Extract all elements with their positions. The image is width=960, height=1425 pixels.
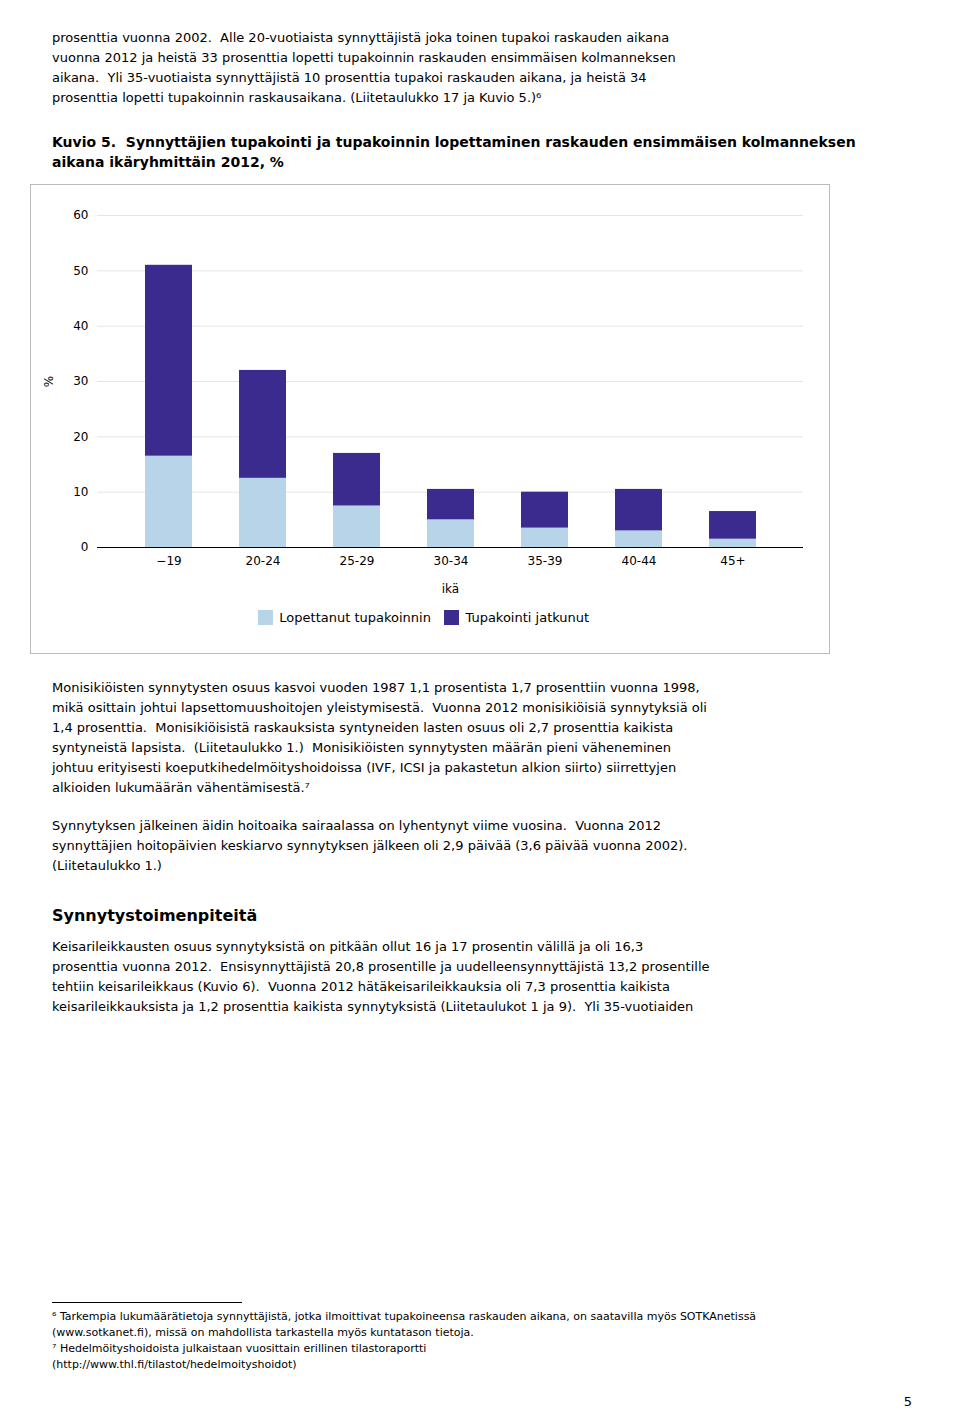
html-text:⁷ Hedelmöityshoidoista julkais: ⁷ Hedelmöityshoidoista julkaistaan vuosi… <box>52 1342 427 1355</box>
html-text:Synnytyksen jälkeinen äidin ho: Synnytyksen jälkeinen äidin hoitoaika sa… <box>52 817 662 833</box>
svg-text:0: 0 <box>81 540 89 554</box>
html-text:⁶ Tarkempia lukumäärätietoja s: ⁶ Tarkempia lukumäärätietoja synnyttäjis… <box>52 1310 757 1323</box>
html-text:Synnytystoimenpiteitä: Synnytystoimenpiteitä <box>52 905 258 925</box>
html-text:prosenttia vuonna 2012. Ensisy: prosenttia vuonna 2012. Ensisynnyttäjist… <box>52 958 710 974</box>
html-text:(www.sotkanet.fi), missä on ma: (www.sotkanet.fi), missä on mahdollista … <box>52 1326 474 1339</box>
svg-text:20: 20 <box>73 430 88 444</box>
html-text:Keisarileikkausten osuus synny: Keisarileikkausten osuus synnytyksistä o… <box>52 938 644 954</box>
html-text:Monisikiöisten synnytysten osu: Monisikiöisten synnytysten osuus kasvoi … <box>52 679 700 695</box>
svg-text:50: 50 <box>73 264 88 278</box>
html-text:mikä osittain johtui lapsettom: mikä osittain johtui lapsettomuushoitoje… <box>52 699 707 715</box>
html-text:tehtiin keisarileikkaus (Kuvio: tehtiin keisarileikkaus (Kuvio 6). Vuonn… <box>52 978 670 994</box>
html-text:(Liitetaulukko 1.): (Liitetaulukko 1.) <box>52 857 162 873</box>
svg-text:45+: 45+ <box>720 554 745 568</box>
svg-text:40-44: 40-44 <box>622 554 657 568</box>
svg-text:60: 60 <box>73 208 88 222</box>
svg-text:40: 40 <box>73 319 88 333</box>
html-text:Kuvio 5. Synnyttäjien tupakoin: Kuvio 5. Synnyttäjien tupakointi ja tupa… <box>52 134 861 170</box>
html-text:synnyttäjien hoitopäivien kesk: synnyttäjien hoitopäivien keskiarvo synn… <box>52 837 688 853</box>
svg-text:%: % <box>42 376 56 387</box>
html-text:johtuu erityisesti koeputkihed: johtuu erityisesti koeputkihedelmöitysho… <box>52 759 677 775</box>
svg-text:35-39: 35-39 <box>528 554 563 568</box>
svg-text:ikä: ikä <box>442 582 459 596</box>
html-text:Tupakointi jatkunut: Tupakointi jatkunut <box>465 610 590 625</box>
html-text:Lopettanut tupakoinnin: Lopettanut tupakoinnin <box>279 610 431 625</box>
html-text:vuonna 2012 ja heistä 33 prose: vuonna 2012 ja heistä 33 prosenttia lope… <box>52 50 676 65</box>
html-text:1,4 prosenttia. Monisikiöisist: 1,4 prosenttia. Monisikiöisistä raskauks… <box>52 719 674 735</box>
html-text:syntyneistä lapsista. (Liiteta: syntyneistä lapsista. (Liitetaulukko 1.)… <box>52 739 671 755</box>
html-text:alkioiden lukumäärän vähentämi: alkioiden lukumäärän vähentämisestä.⁷ <box>52 779 310 795</box>
svg-text:20-24: 20-24 <box>246 554 281 568</box>
svg-text:−19: −19 <box>156 554 181 568</box>
html-text:prosenttia lopetti tupakoinnin: prosenttia lopetti tupakoinnin raskausai… <box>52 90 542 105</box>
html-text:prosenttia vuonna 2002. Alle 2: prosenttia vuonna 2002. Alle 20-vuotiais… <box>52 30 670 45</box>
html-text:aikana. Yli 35-vuotiaista synn: aikana. Yli 35-vuotiaista synnyttäjistä … <box>52 70 647 85</box>
svg-text:30-34: 30-34 <box>434 554 469 568</box>
html-text:(http://www.thl.fi/tilastot/he: (http://www.thl.fi/tilastot/hedelmoitysh… <box>52 1358 297 1371</box>
svg-text:25-29: 25-29 <box>340 554 375 568</box>
html-text:5: 5 <box>903 1394 912 1409</box>
html-text:keisarileikkauksista ja 1,2 pr: keisarileikkauksista ja 1,2 prosenttia k… <box>52 998 694 1014</box>
svg-text:10: 10 <box>73 485 88 499</box>
svg-text:30: 30 <box>73 374 88 388</box>
